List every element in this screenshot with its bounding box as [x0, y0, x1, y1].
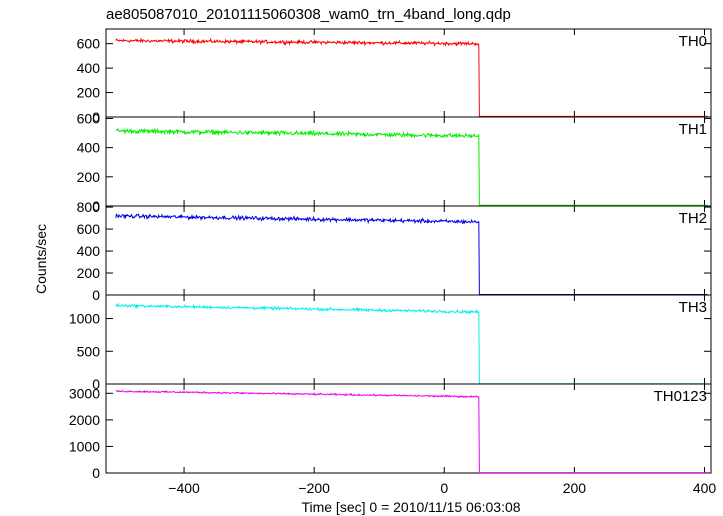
y-tick-label: 500: [77, 343, 101, 359]
series-th0: [115, 37, 708, 117]
y-axis-label: Counts/sec: [33, 224, 49, 294]
series-th3: [115, 302, 708, 385]
x-tick-label: 200: [563, 480, 587, 496]
panel-frame: [105, 383, 712, 474]
panel-label-th1: TH1: [679, 121, 707, 138]
y-tick-label: 0: [92, 287, 100, 303]
panel-frame: [105, 116, 712, 207]
panel-th0: 0 200 400 600 TH0: [77, 28, 712, 125]
panel-th0123: 0 1000 2000 3000 TH0123: [69, 383, 712, 481]
panel-th3: 0 500 1000 TH3: [69, 294, 712, 392]
panel-label-th0123: TH0123: [654, 388, 707, 405]
y-tick-label: 600: [77, 110, 101, 126]
panel-label-th3: TH3: [679, 299, 707, 316]
series-th1: [115, 127, 708, 206]
x-tick-label: −200: [298, 480, 330, 496]
panels-group: 0 200 400 600 TH0 0 200 400 600 TH1 0 200 400 600 800 T…: [69, 28, 717, 496]
y-tick-label: 600: [77, 221, 101, 237]
y-tick-label: 400: [77, 243, 101, 259]
series-th0123: [115, 389, 708, 474]
x-axis-label: Time [sec] 0 = 2010/11/15 06:03:08: [301, 499, 520, 515]
x-tick-label: −400: [168, 480, 200, 496]
chart-title: ae805087010_20101115060308_wam0_trn_4ban…: [106, 6, 511, 23]
panel-label-th0: TH0: [679, 33, 707, 50]
y-tick-label: 0: [92, 198, 100, 214]
y-tick-label: 200: [77, 85, 101, 101]
y-tick-label: 0: [92, 465, 100, 481]
panel-th2: 0 200 400 600 800 TH2: [77, 199, 712, 303]
y-tick-label: 200: [77, 169, 101, 185]
panel-frame: [105, 205, 712, 296]
y-tick-label: 200: [77, 265, 101, 281]
y-tick-label: 1000: [69, 311, 100, 327]
y-tick-label: 800: [77, 199, 101, 215]
y-tick-label: 600: [77, 36, 101, 52]
series-th2: [115, 213, 708, 295]
y-tick-label: 1000: [69, 438, 100, 454]
panel-th1: 0 200 400 600 TH1: [77, 110, 712, 214]
panel-frame: [105, 294, 712, 385]
y-tick-label: 2000: [69, 412, 100, 428]
y-tick-label: 400: [77, 60, 101, 76]
panel-label-th2: TH2: [679, 210, 707, 227]
y-tick-label: 0: [92, 109, 100, 125]
y-tick-label: 400: [77, 140, 101, 156]
x-tick-label: 400: [693, 480, 717, 496]
y-tick-label: 0: [92, 376, 100, 392]
y-tick-label: 3000: [69, 385, 100, 401]
x-tick-label: 0: [440, 480, 448, 496]
